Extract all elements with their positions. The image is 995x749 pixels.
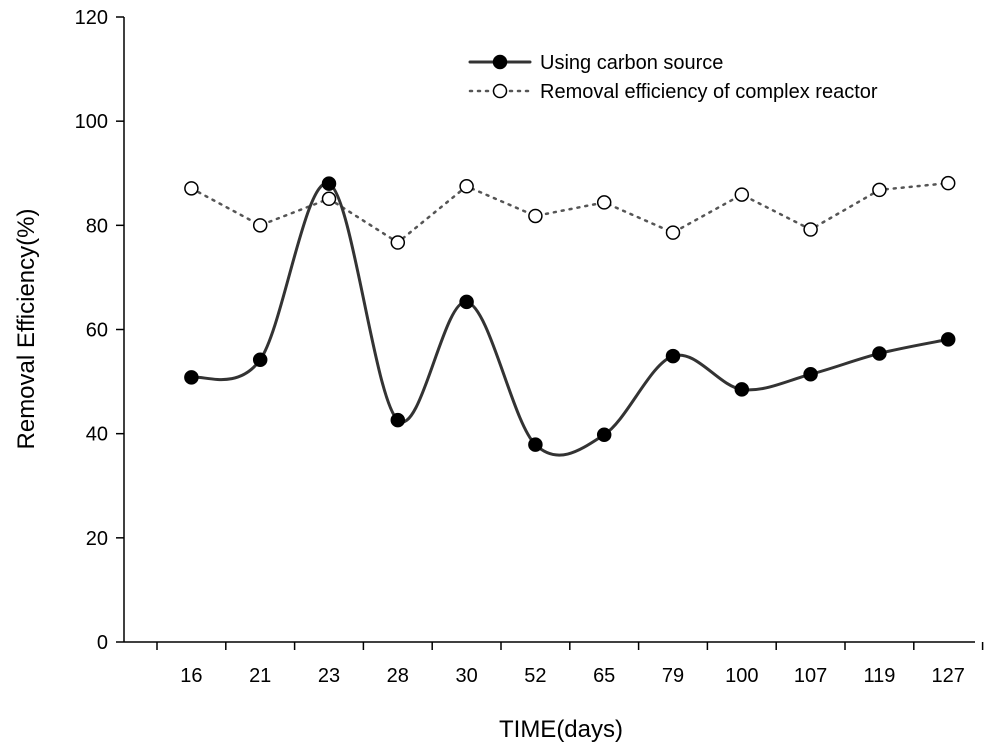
x-tick-label: 21 xyxy=(249,665,271,687)
series-2-point xyxy=(459,179,474,194)
y-tick-label: 0 xyxy=(97,632,108,654)
series-2-point xyxy=(803,222,818,237)
series-2-point xyxy=(734,187,750,202)
x-tick-label: 107 xyxy=(794,665,827,687)
x-tick-label: 100 xyxy=(725,665,758,687)
legend-label-1: Using carbon source xyxy=(540,52,723,74)
x-tick-label: 65 xyxy=(593,665,615,687)
y-tick-label: 120 xyxy=(75,7,108,29)
y-tick-label: 80 xyxy=(86,215,108,237)
series-1-point xyxy=(252,352,268,367)
series-1-point xyxy=(184,370,199,385)
x-axis-title: TIME(days) xyxy=(499,716,623,743)
series-2-point xyxy=(665,225,681,240)
series-1-point xyxy=(803,367,818,382)
y-tick-label: 100 xyxy=(75,111,108,133)
legend: Using carbon source Removal efficiency of… xyxy=(468,52,878,103)
series-1 xyxy=(184,176,956,457)
series-2 xyxy=(184,175,956,250)
series-2-point xyxy=(940,175,956,191)
x-tick-label: 30 xyxy=(455,665,477,687)
series-2-line xyxy=(190,181,950,245)
series-1-point xyxy=(528,437,543,452)
series-1-point xyxy=(665,348,681,364)
x-tick-label: 119 xyxy=(863,665,895,687)
series-2-point xyxy=(252,218,268,233)
series-1-point xyxy=(940,332,956,347)
legend-label-2: Removal efficiency of complex reactor xyxy=(540,81,878,103)
y-axis-title: Removal Efficiency(%) xyxy=(13,209,40,450)
x-tick-label: 52 xyxy=(524,665,546,687)
x-ticks: 16 21 23 28 30 52 65 79 100 107 119 127 xyxy=(156,642,984,687)
series-1-point xyxy=(459,294,474,310)
series-1-line xyxy=(189,182,950,457)
y-ticks: 0 20 40 60 80 100 120 xyxy=(75,7,124,654)
series-1-point xyxy=(734,382,750,397)
series-1-point xyxy=(390,412,406,428)
plot-area: 0 20 40 60 80 100 120 16 21 23 28 30 52 65 79 100 107 11… xyxy=(75,7,984,687)
series-2-point xyxy=(184,181,199,196)
x-tick-label: 127 xyxy=(932,665,965,687)
series-2-point xyxy=(872,182,887,198)
x-tick-label: 23 xyxy=(318,665,340,687)
series-2-point xyxy=(528,208,543,224)
series-2-point xyxy=(321,191,337,207)
y-tick-label: 20 xyxy=(86,528,108,550)
series-1-point xyxy=(596,427,612,442)
legend-marker-1 xyxy=(492,54,508,70)
x-tick-label: 16 xyxy=(180,665,202,687)
series-1-point xyxy=(321,176,337,191)
legend-marker-2 xyxy=(492,83,508,99)
x-tick-label: 79 xyxy=(662,665,684,687)
series-layer xyxy=(184,175,956,457)
series-1-point xyxy=(872,346,887,361)
y-tick-label: 60 xyxy=(86,320,108,342)
series-2-point xyxy=(390,235,406,250)
x-tick-label: 28 xyxy=(387,665,409,687)
series-2-point xyxy=(596,195,612,210)
y-tick-label: 40 xyxy=(86,424,108,446)
